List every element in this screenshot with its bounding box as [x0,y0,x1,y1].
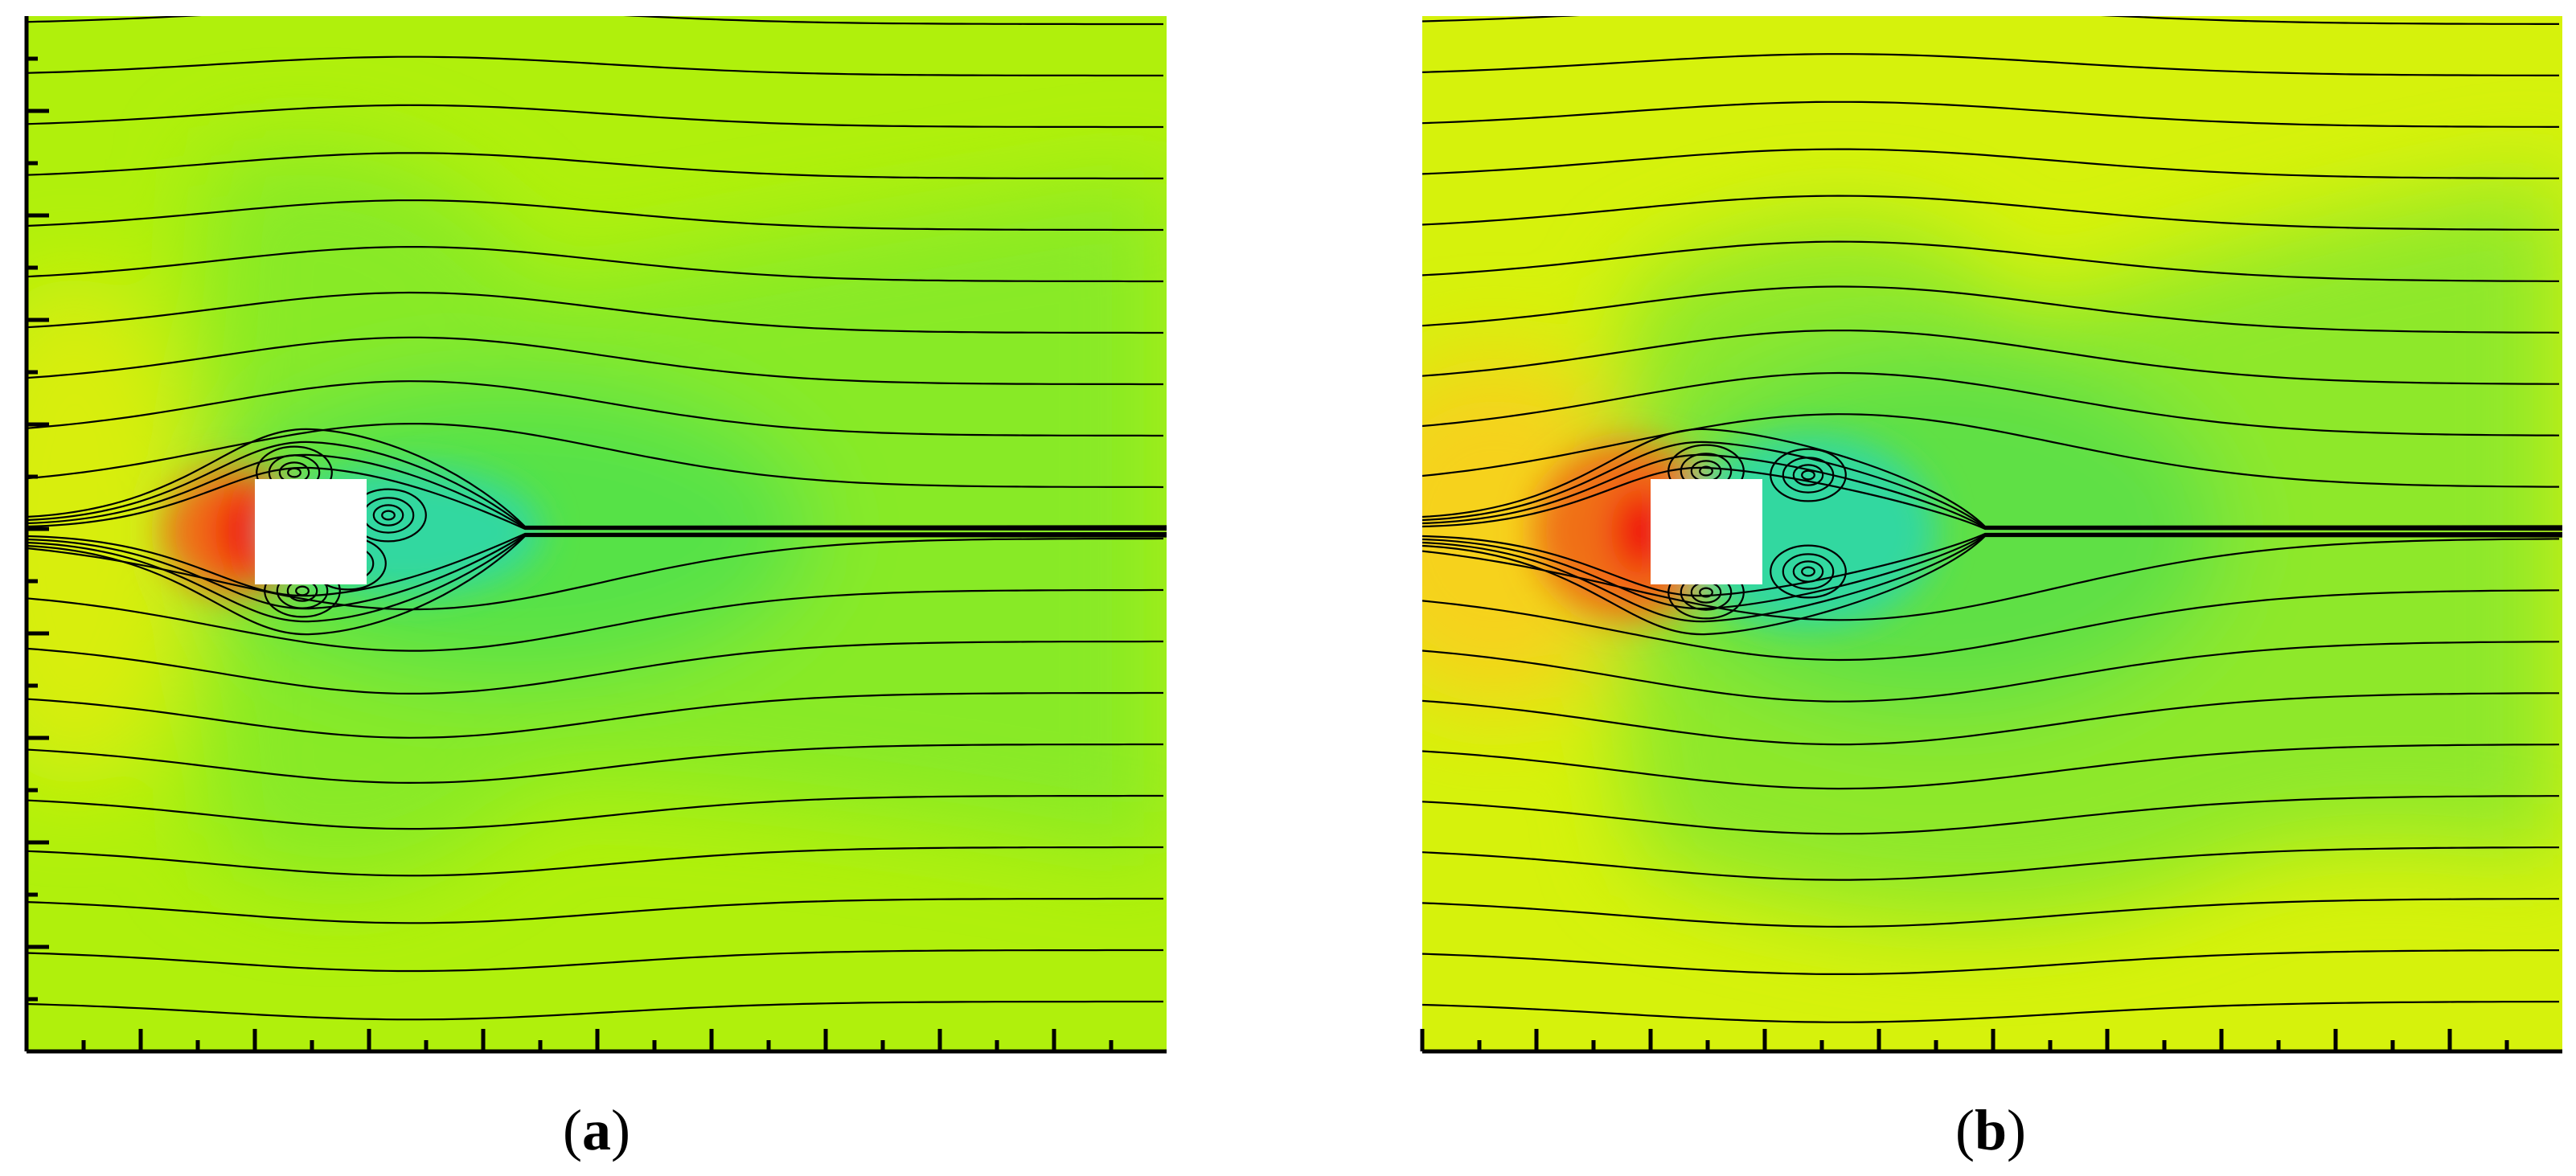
obstacle [255,479,367,584]
streamline [27,640,1163,695]
vortex [372,504,404,527]
streamline [27,16,1163,26]
streamline [27,897,1163,924]
streamline [1422,692,2559,746]
streamline [1422,240,2559,282]
vortex [1699,587,1713,598]
streamline [1422,371,2560,436]
streamline [27,588,1163,652]
wake-streamline [1422,466,2562,531]
streamline [27,246,1163,283]
streamline [1422,641,2560,703]
vortex [1782,553,1835,590]
wake-streamline [27,533,1167,610]
streamline [1422,538,2560,621]
wake-streamline [27,453,1167,530]
streamline [1422,846,2559,881]
axes [24,16,1167,1054]
streamline [27,949,1163,973]
panel-b [1420,16,2562,1054]
streamline [1422,744,2560,790]
streamline [27,55,1163,77]
upstream-yellow [27,274,203,789]
vortex [1792,464,1824,486]
streamline [27,199,1163,232]
streamline [27,152,1163,180]
caption-a: (a) [563,1098,630,1162]
streamline [27,537,1164,611]
streamline [27,423,1164,489]
streamline [1422,53,2559,76]
streamline [1422,148,2560,179]
wake-streamline [27,534,1167,623]
streamline [27,794,1163,830]
vortex [1801,566,1815,577]
wake-streamline [27,466,1167,531]
wake-streamline [27,535,1167,636]
streamline [1422,330,2559,385]
caption-b: (b) [1955,1098,2026,1162]
streamline [27,1000,1163,1021]
streamline [1422,16,2559,25]
wake-streamline [1422,440,2562,529]
streamline [1422,795,2559,835]
streamline [27,691,1163,739]
streamline [1422,1001,2559,1023]
wake-streamline [1422,533,2562,610]
streamline [27,336,1163,386]
contour-field [27,16,1167,1051]
streamline [1422,195,2559,231]
vortex [1770,448,1847,502]
streamline [27,380,1163,437]
vortex [1699,465,1713,477]
vortex [295,585,310,596]
wake-streamline [27,440,1167,529]
streamline [27,104,1163,129]
streamline [1422,589,2560,662]
obstacle [1651,479,1762,584]
vortex [1792,560,1824,583]
wake-streamline [1422,531,2562,597]
vortex [1770,544,1847,599]
wake-streamline [1422,534,2562,623]
wake-streamline [27,531,1167,597]
streamlines [1422,16,2562,1023]
streamline [1422,949,2559,975]
streamlines [27,16,1167,1021]
streamline [27,743,1163,785]
wake-streamline [27,428,1167,528]
wake-streamline [1422,535,2562,636]
vortex [381,510,396,521]
vortex [287,467,301,478]
wake-streamline [1422,453,2562,530]
streamline [27,846,1163,877]
contour-field [1422,16,2562,1051]
wake-streamline [1422,428,2562,528]
vortex [1782,457,1835,494]
streamline [1422,898,2560,928]
vortex [1801,469,1815,481]
axes [1420,1029,2562,1054]
streamline [1422,100,2559,128]
panel-a [24,16,1167,1054]
streamline [1422,285,2560,334]
streamline [1422,413,2559,488]
streamline [27,291,1163,334]
